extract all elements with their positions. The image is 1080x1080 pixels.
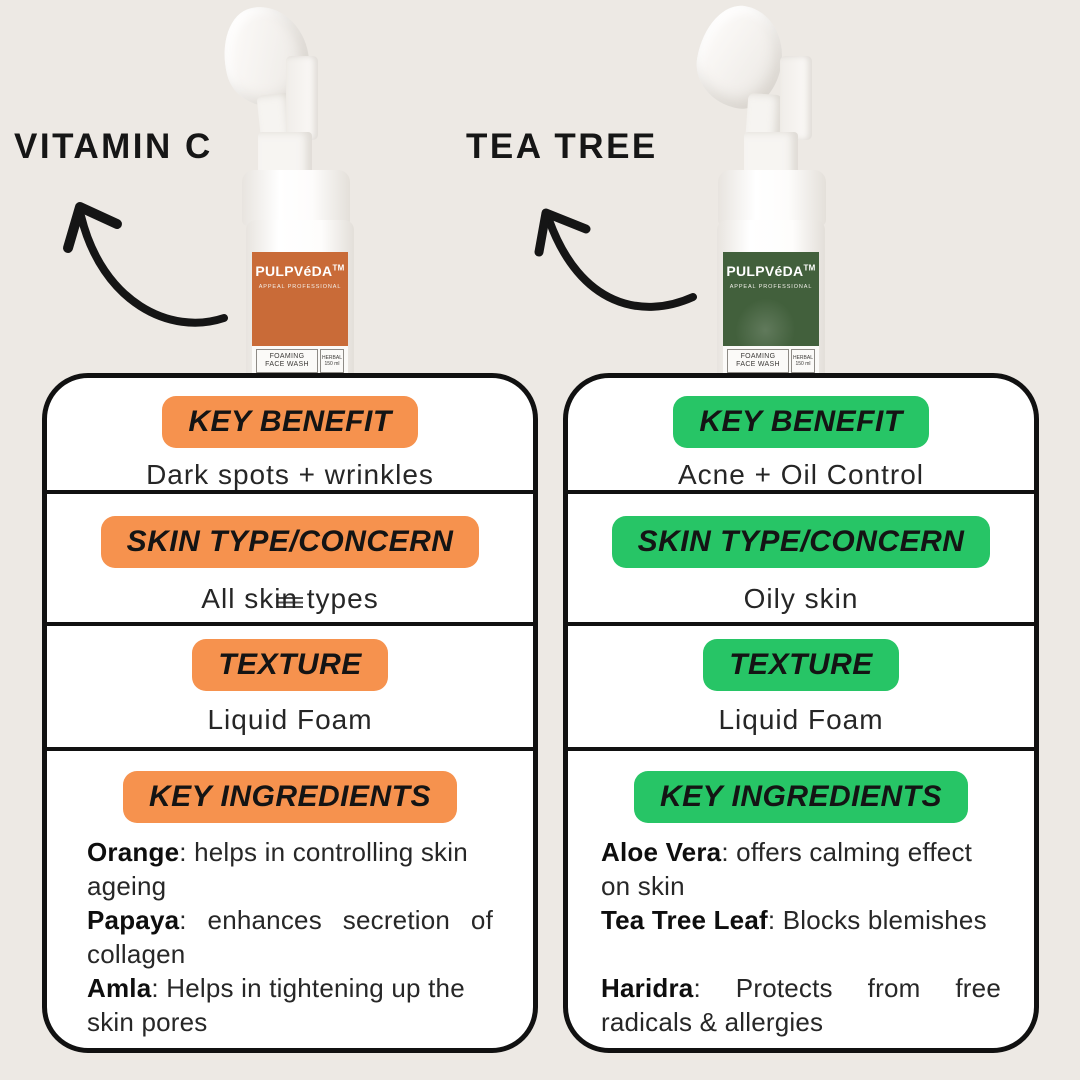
ingredient-name: Orange	[87, 837, 180, 867]
ingredient-desc: : Protects from free radicals & allergie…	[601, 973, 1001, 1037]
bottle-tea-tree: PULPVéDATM APPEAL PROFESSIONAL FOAMING F…	[689, 0, 880, 373]
divider-artifact	[277, 597, 303, 608]
ingredient-name: Papaya	[87, 905, 180, 935]
card-tea-tree: KEY BENEFIT Acne + Oil Control SKIN TYPE…	[563, 373, 1039, 1053]
label-bottom-strip: FOAMING FACE WASH HERBAL 150 ml	[252, 346, 348, 373]
skin-type-value: Oily skin	[743, 583, 859, 614]
ingredient-item: Orange: helps in controlling skin ageing	[87, 835, 493, 903]
texture-value: Liquid Foam	[718, 704, 884, 735]
key-benefit-section: KEY BENEFIT Acne + Oil Control	[568, 378, 1034, 490]
brand-name: PULPVéDATM	[255, 263, 345, 279]
ingredient-item: Aloe Vera: offers calming effect on skin	[601, 835, 1001, 903]
texture-section: TEXTURE Liquid Foam	[47, 622, 533, 747]
ingredients-list: Aloe Vera: offers calming effect on skin…	[568, 835, 1034, 1039]
key-benefit-pill: KEY BENEFIT	[162, 396, 418, 448]
bottle-cap	[718, 170, 826, 226]
label-product-type: FOAMING FACE WASH	[727, 349, 789, 373]
product-title-vitamin-c: VITAMIN C	[14, 127, 213, 166]
skin-type-pill: SKIN TYPE/CONCERN	[100, 516, 480, 568]
ingredient-desc: : offers calming effect on skin	[601, 837, 973, 901]
key-ingredients-pill: KEY INGREDIENTS	[123, 771, 457, 823]
ingredient-desc: : Blocks blemishes	[767, 905, 987, 935]
ingredient-item: Papaya: enhances secretion of collagen	[87, 903, 493, 971]
arrowhead-right-icon	[534, 208, 591, 257]
curved-arrow-right	[545, 216, 697, 311]
trademark-symbol: TM	[332, 263, 345, 273]
card-vitamin-c: KEY BENEFIT Dark spots + wrinkles SKIN T…	[42, 373, 538, 1053]
key-ingredients-section: KEY INGREDIENTS Aloe Vera: offers calmin…	[568, 747, 1034, 1048]
ingredient-item: Amla: Helps in tightening up the skin po…	[87, 971, 493, 1039]
ingredient-desc: : helps in controlling skin ageing	[87, 837, 468, 901]
key-benefit-section: KEY BENEFIT Dark spots + wrinkles	[47, 378, 533, 490]
texture-value: Liquid Foam	[207, 704, 373, 735]
skin-type-section: SKIN TYPE/CONCERN Oily skin	[568, 490, 1034, 622]
brand-tagline: APPEAL PROFESSIONAL	[729, 284, 813, 290]
pump-actuator	[286, 56, 318, 140]
trademark-symbol: TM	[803, 263, 816, 273]
texture-section: TEXTURE Liquid Foam	[568, 622, 1034, 747]
key-benefit-value: Acne + Oil Control	[678, 459, 924, 490]
product-label: PULPVéDATM APPEAL PROFESSIONAL	[723, 252, 819, 346]
ingredient-item: Haridra: Protects from free radicals & a…	[601, 971, 1001, 1039]
ingredient-name: Tea Tree Leaf	[601, 905, 768, 935]
ingredient-name: Haridra	[601, 973, 694, 1003]
curved-arrow-left	[77, 212, 228, 327]
texture-pill: TEXTURE	[192, 639, 388, 691]
product-title-tea-tree: TEA TREE	[466, 127, 658, 166]
bottle-body: PULPVéDATM APPEAL PROFESSIONAL FOAMING F…	[717, 220, 825, 373]
pump-actuator	[780, 56, 812, 140]
key-ingredients-pill: KEY INGREDIENTS	[634, 771, 968, 823]
key-benefit-value: Dark spots + wrinkles	[146, 459, 434, 490]
product-label: PULPVéDATM APPEAL PROFESSIONAL	[252, 252, 348, 346]
label-volume-box: HERBAL 150 ml	[320, 349, 344, 373]
ingredient-desc: : enhances secretion of collagen	[87, 905, 493, 969]
key-benefit-pill: KEY BENEFIT	[673, 396, 929, 448]
skin-type-pill: SKIN TYPE/CONCERN	[611, 516, 991, 568]
skin-type-section: SKIN TYPE/CONCERN All skin types	[47, 490, 533, 622]
label-volume-box: HERBAL 150 ml	[791, 349, 815, 373]
leaf-graphic	[730, 290, 804, 346]
arrowhead-left-icon	[63, 202, 122, 253]
key-ingredients-section: KEY INGREDIENTS Orange: helps in control…	[47, 747, 533, 1048]
label-product-type: FOAMING FACE WASH	[256, 349, 318, 373]
bottle-vitamin-c: PULPVéDATM APPEAL PROFESSIONAL FOAMING F…	[212, 0, 402, 373]
brand-tagline: APPEAL PROFESSIONAL	[258, 284, 342, 290]
ingredient-name: Amla	[87, 973, 152, 1003]
bottle-cap	[242, 170, 350, 226]
brand-name: PULPVéDATM	[726, 263, 816, 279]
ingredient-desc: : Helps in tightening up the skin pores	[87, 973, 465, 1037]
texture-pill: TEXTURE	[703, 639, 899, 691]
ingredients-list: Orange: helps in controlling skin ageing…	[47, 835, 533, 1039]
label-bottom-strip: FOAMING FACE WASH HERBAL 150 ml	[723, 346, 819, 373]
bottle-body: PULPVéDATM APPEAL PROFESSIONAL FOAMING F…	[246, 220, 354, 373]
ingredient-name: Aloe Vera	[601, 837, 722, 867]
ingredient-item: Tea Tree Leaf: Blocks blemishes	[601, 903, 1001, 937]
